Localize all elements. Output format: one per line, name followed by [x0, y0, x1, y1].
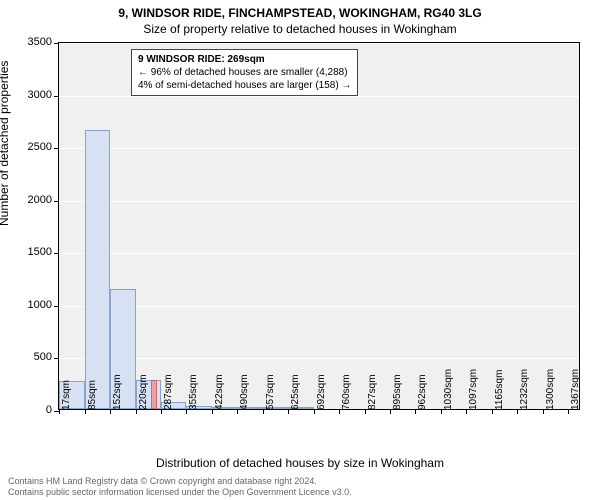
annotation-box: 9 WINDSOR RIDE: 269sqm ← 96% of detached… [131, 49, 358, 96]
annotation-line1: ← 96% of detached houses are smaller (4,… [138, 66, 351, 79]
xtick-mark [161, 409, 162, 414]
xtick-label: 625sqm [290, 374, 301, 410]
ytick-mark [54, 148, 59, 149]
gridline [59, 201, 579, 202]
xtick-mark [136, 409, 137, 414]
xtick-label: 1367sqm [570, 369, 581, 410]
xtick-label: 355sqm [188, 374, 199, 410]
xtick-label: 895sqm [392, 374, 403, 410]
marker-bar [151, 380, 157, 409]
xtick-mark [492, 409, 493, 414]
ytick-mark [54, 43, 59, 44]
ytick-mark [54, 201, 59, 202]
chart-container: 9, WINDSOR RIDE, FINCHAMPSTEAD, WOKINGHA… [0, 0, 600, 500]
chart-title: 9, WINDSOR RIDE, FINCHAMPSTEAD, WOKINGHA… [0, 6, 600, 20]
xtick-label: 17sqm [61, 380, 72, 410]
xtick-mark [110, 409, 111, 414]
xtick-label: 287sqm [163, 374, 174, 410]
xtick-label: 760sqm [341, 374, 352, 410]
gridline [59, 306, 579, 307]
footer-text: Contains HM Land Registry data © Crown c… [8, 476, 352, 498]
xtick-label: 220sqm [138, 374, 149, 410]
xtick-mark [59, 409, 60, 414]
xtick-mark [365, 409, 366, 414]
xtick-mark [441, 409, 442, 414]
footer-line2: Contains public sector information licen… [8, 487, 352, 498]
xtick-mark [263, 409, 264, 414]
xtick-mark [314, 409, 315, 414]
ytick-label: 2000 [12, 194, 52, 206]
xtick-mark [212, 409, 213, 414]
gridline [59, 148, 579, 149]
ytick-label: 0 [12, 404, 52, 416]
x-axis-label: Distribution of detached houses by size … [0, 456, 600, 470]
xtick-label: 422sqm [214, 374, 225, 410]
ytick-mark [54, 358, 59, 359]
xtick-mark [543, 409, 544, 414]
ytick-label: 1000 [12, 299, 52, 311]
xtick-label: 962sqm [417, 374, 428, 410]
annotation-line2: 4% of semi-detached houses are larger (1… [138, 79, 351, 92]
xtick-label: 490sqm [239, 374, 250, 410]
ytick-label: 500 [12, 351, 52, 363]
xtick-mark [390, 409, 391, 414]
plot-area: 17sqm 85sqm 152sqm 220sqm 287sqm 355sqm 422sqm… [58, 42, 580, 410]
annotation-title: 9 WINDSOR RIDE: 269sqm [138, 53, 351, 66]
xtick-label: 1165sqm [494, 370, 505, 410]
xtick-label: 557sqm [265, 374, 276, 410]
xtick-label: 692sqm [316, 374, 327, 410]
xtick-mark [85, 409, 86, 414]
ytick-label: 3500 [12, 36, 52, 48]
xtick-label: 827sqm [367, 374, 378, 410]
ytick-label: 1500 [12, 246, 52, 258]
ytick-mark [54, 306, 59, 307]
gridline [59, 253, 579, 254]
histogram-bar [85, 130, 110, 409]
gridline [59, 43, 579, 44]
xtick-label: 85sqm [87, 380, 98, 410]
xtick-label: 152sqm [112, 374, 123, 410]
footer-line1: Contains HM Land Registry data © Crown c… [8, 476, 352, 487]
chart-subtitle: Size of property relative to detached ho… [0, 22, 600, 36]
xtick-label: 1300sqm [545, 369, 556, 410]
ytick-mark [54, 96, 59, 97]
ytick-label: 2500 [12, 141, 52, 153]
ytick-label: 3000 [12, 89, 52, 101]
gridline [59, 358, 579, 359]
gridline [59, 411, 579, 412]
ytick-mark [54, 253, 59, 254]
xtick-label: 1097sqm [468, 369, 479, 410]
xtick-label: 1232sqm [519, 369, 530, 410]
y-axis-label: Number of detached properties [0, 61, 11, 226]
xtick-label: 1030sqm [443, 369, 454, 410]
